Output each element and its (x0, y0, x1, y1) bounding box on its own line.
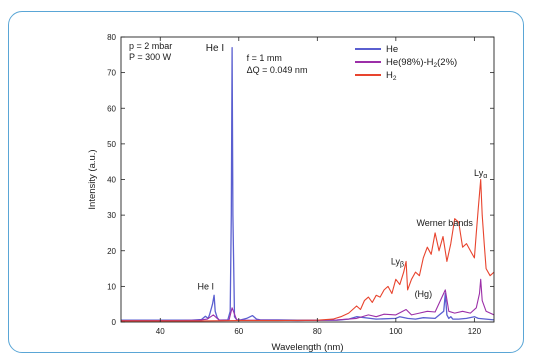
x-tick-label: 60 (234, 327, 243, 336)
series-line-he (121, 47, 495, 321)
y-tick-label: 10 (107, 282, 116, 291)
y-tick-label: 70 (107, 69, 116, 78)
y-tick-label: 80 (107, 33, 116, 42)
plot-area-border (120, 36, 495, 323)
series-line-h2 (121, 178, 495, 322)
series-layer (121, 47, 495, 322)
annotation-1: He I (198, 282, 215, 292)
y-tick-label: 40 (107, 176, 116, 185)
y-tick-label: 20 (107, 247, 116, 256)
param-pressure: p = 2 mbar (129, 41, 172, 51)
peak-annotations: He I He I Lyβ (Hg) Werner bands Lyα (198, 43, 488, 299)
legend-he-h2-main: He(98%)-H (386, 57, 434, 68)
x-axis-label: Wavelength (nm) (272, 342, 344, 353)
y-tick-label: 30 (107, 211, 116, 220)
y-tick-label: 60 (107, 104, 116, 113)
annotation-4: Werner bands (416, 218, 473, 228)
param-power: P = 300 W (129, 52, 172, 62)
legend-label-he: He (386, 44, 398, 55)
legend-h2-main: H (386, 70, 393, 81)
annotation-5: Lyα (474, 168, 487, 180)
legend: He He(98%)-H2(2%) H2 (355, 44, 457, 82)
x-tick-label: 80 (313, 327, 322, 336)
y-tick-label: 0 (112, 318, 117, 327)
param-focus: f = 1 mm (247, 53, 282, 63)
param-resolution: ΔQ = 0.049 nm (247, 65, 308, 75)
ticks-layer: 40 60 80 100 120 0 10 20 30 40 50 60 70 80 (107, 33, 494, 336)
legend-label-he-h2: He(98%)-H2(2%) (386, 57, 457, 69)
y-axis-label: Intensity (a.u.) (87, 149, 98, 209)
legend-h2-sub: 2 (393, 75, 397, 82)
legend-he-h2-sub: 2 (434, 62, 438, 69)
legend-he-h2-tail: (2%) (437, 57, 457, 68)
x-tick-label: 40 (156, 327, 165, 336)
legend-label-h2: H2 (386, 70, 397, 82)
axes-layer (120, 36, 495, 323)
annotation-0: He I (206, 43, 224, 54)
annotation-2: Lyβ (391, 257, 404, 269)
x-tick-label: 120 (468, 327, 482, 336)
x-tick-label: 100 (389, 327, 403, 336)
annotation-3: (Hg) (415, 289, 433, 299)
y-tick-label: 50 (107, 140, 116, 149)
series-line-he-h2 (121, 278, 495, 322)
chart-frame (8, 11, 524, 353)
